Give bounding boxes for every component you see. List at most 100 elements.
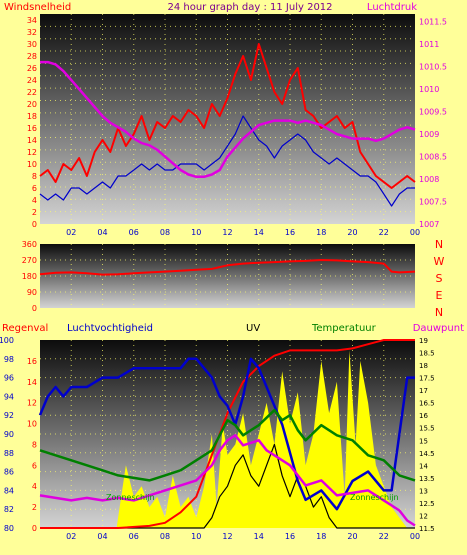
- y-left-tick-label: 12: [27, 148, 37, 157]
- y-ticks-rain: 0 2 4 6 8 10 12 14 16: [27, 357, 37, 533]
- y-right-tick-label: 1010.5: [419, 63, 447, 72]
- y-left-tick-label: 20: [27, 100, 37, 109]
- y-rain-tick-label: 14: [27, 378, 37, 387]
- compass-label: N: [435, 238, 443, 251]
- y-tick-label: 270: [22, 256, 37, 265]
- left-label-windsnelheid: Windsnelheid: [4, 2, 71, 13]
- x-tick-label: 14: [254, 532, 264, 541]
- y-right-ticks-pressure: 1007 1007.5 1008 1008.5 1009 1009.5 1010 1010.5…: [419, 18, 447, 229]
- right-label-luchtdruk: Luchtdruk: [367, 2, 417, 13]
- label-zonneschijn-left: Zonneschijn: [106, 493, 155, 502]
- x-tick-label: 02: [66, 532, 76, 541]
- x-tick-label: 04: [97, 532, 107, 541]
- x-ticks-rain: 02 04 06 08 10 12 14 16 18 20 22 00: [66, 532, 420, 541]
- y-right-tick-label: 1008.5: [419, 153, 447, 162]
- series-wind-gust: [39, 43, 416, 189]
- y-hum-tick-label: 94: [4, 392, 14, 401]
- y-left-tick-label: 10: [27, 160, 37, 169]
- y-hum-tick-label: 96: [4, 374, 14, 383]
- y-rain-tick-label: 16: [27, 357, 37, 366]
- x-tick-label: 12: [222, 532, 232, 541]
- y-right-tick-label: 1009.5: [419, 108, 447, 117]
- y-left-tick-label: 32: [27, 28, 37, 37]
- y-left-tick-label: 6: [32, 184, 37, 193]
- compass-label: E: [436, 289, 443, 302]
- y-rain-tick-label: 10: [27, 420, 37, 429]
- compass-label: W: [434, 255, 445, 268]
- y-left-tick-label: 26: [27, 64, 37, 73]
- x-tick-label: 10: [191, 228, 201, 237]
- compass-label: S: [436, 272, 443, 285]
- y-temp-tick-label: 12.5: [419, 500, 435, 508]
- x-tick-label: 14: [254, 228, 264, 237]
- label-luchtvochtigheid: Luchtvochtigheid: [67, 323, 153, 334]
- y-rain-tick-label: 0: [32, 524, 37, 533]
- y-right-tick-label: 1011: [419, 40, 439, 49]
- x-tick-label: 18: [316, 228, 326, 237]
- y-left-tick-label: 8: [32, 172, 37, 181]
- y-left-tick-label: 18: [27, 112, 37, 121]
- x-ticks-wind: 02 04 06 08 10 12 14 16 18 20 22 00: [66, 228, 420, 237]
- y-temp-tick-label: 13.5: [419, 475, 435, 483]
- y-hum-tick-label: 80: [4, 524, 14, 533]
- y-hum-tick-label: 98: [4, 355, 14, 364]
- x-tick-label: 16: [285, 228, 295, 237]
- plot-wind-direction: [40, 244, 415, 308]
- x-tick-label: 22: [379, 228, 389, 237]
- x-tick-label: 04: [97, 228, 107, 237]
- y-hum-tick-label: 86: [4, 468, 14, 477]
- y-hum-tick-label: 90: [4, 430, 14, 439]
- series-dauwpunt: [39, 434, 416, 527]
- y-left-tick-label: 0: [32, 220, 37, 229]
- x-tick-label: 12: [222, 228, 232, 237]
- x-tick-label: 16: [285, 532, 295, 541]
- series-temperatuur: [39, 408, 416, 482]
- y-right-tick-label: 1008: [419, 175, 439, 184]
- y-tick-label: 180: [22, 272, 37, 281]
- y-left-tick-label: 30: [27, 40, 37, 49]
- y-temp-tick-label: 13: [419, 487, 428, 495]
- y-temp-tick-label: 18: [419, 362, 428, 370]
- series-wind-direction: [39, 259, 416, 276]
- grid-wind-pressure: [40, 14, 415, 224]
- y-ticks-temperature: 11.5 12 12.5 13 13.5 14 14.5 15 15.5 16 16.5 17 17.5…: [419, 337, 435, 533]
- y-temp-tick-label: 16: [419, 412, 428, 420]
- grid-wind-direction: [40, 244, 415, 308]
- x-tick-label: 00: [410, 228, 420, 237]
- y-left-tick-label: 16: [27, 124, 37, 133]
- y-temp-tick-label: 14.5: [419, 450, 435, 458]
- x-tick-label: 06: [129, 228, 139, 237]
- y-rain-tick-label: 6: [32, 461, 37, 470]
- x-tick-label: 10: [191, 532, 201, 541]
- y-right-tick-label: 1010: [419, 85, 439, 94]
- label-dauwpunt: Dauwpunt: [413, 323, 464, 334]
- y-temp-tick-label: 15.5: [419, 425, 435, 433]
- y-temp-tick-label: 17.5: [419, 375, 435, 383]
- x-tick-label: 00: [410, 532, 420, 541]
- series-zonneschijn: [40, 350, 415, 528]
- y-tick-label: 90: [27, 288, 37, 297]
- y-hum-tick-label: 84: [4, 486, 14, 495]
- y-ticks-humidity: 80 82 84 86 88 90 92 94 96 98 100: [0, 336, 14, 533]
- series-wind-avg: [39, 115, 415, 207]
- x-tick-label: 18: [316, 532, 326, 541]
- y-hum-tick-label: 100: [0, 336, 14, 345]
- y-hum-tick-label: 92: [4, 411, 14, 420]
- y-tick-label: 360: [22, 240, 37, 249]
- label-zonneschijn-right: Zonneschijn: [350, 493, 399, 502]
- y-hum-tick-label: 82: [4, 505, 14, 514]
- y-tick-label: 0: [32, 304, 37, 313]
- series-rain-humidity-temp: [38, 339, 416, 529]
- y-left-tick-label: 24: [27, 76, 37, 85]
- y-rain-tick-label: 4: [32, 482, 37, 491]
- y-temp-tick-label: 14: [419, 462, 428, 470]
- y-rain-tick-label: 2: [32, 503, 37, 512]
- series-wind-pressure: [39, 43, 416, 207]
- x-tick-label: 08: [160, 532, 170, 541]
- series-uv: [40, 443, 415, 529]
- y-temp-tick-label: 16.5: [419, 400, 435, 408]
